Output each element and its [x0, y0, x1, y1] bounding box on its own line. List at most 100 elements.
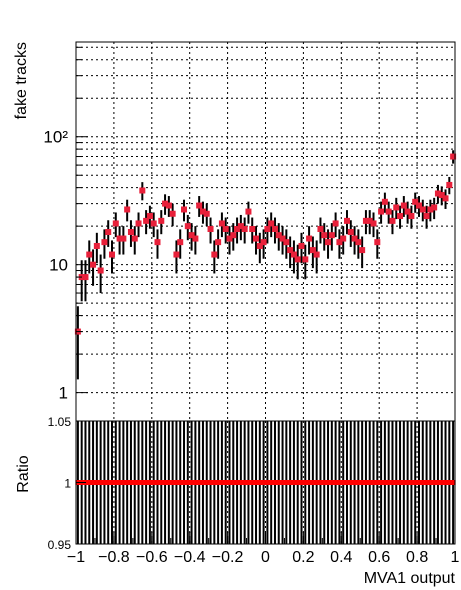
ratio-data-point [253, 480, 259, 485]
ratio-data-point [264, 480, 270, 485]
main-data-point [397, 213, 404, 220]
ratio-data-point [147, 480, 153, 485]
ratio-data-point [405, 480, 411, 485]
main-data-point [162, 200, 169, 207]
ratio-data-point [367, 480, 373, 485]
main-data-point [241, 226, 248, 233]
ratio-data-point [450, 480, 456, 485]
ratio-data-point [86, 480, 92, 485]
ratio-data-point [389, 480, 395, 485]
ratio-data-point [416, 480, 422, 485]
main-data-point [419, 206, 426, 213]
ratio-data-point [109, 480, 115, 485]
xtick-label: 1 [451, 549, 460, 566]
main-data-point [302, 256, 309, 263]
main-data-point [218, 220, 225, 227]
main-data-point [271, 226, 278, 233]
ratio-data-point [393, 480, 399, 485]
ratio-data-point [196, 480, 202, 485]
main-data-point [139, 187, 146, 194]
ratio-data-point [424, 480, 430, 485]
ratio-data-point [211, 480, 217, 485]
main-data-point [343, 217, 350, 224]
ratio-data-point [329, 480, 335, 485]
ratio-data-point [98, 480, 104, 485]
ratio-data-point [283, 480, 289, 485]
ratio-data-point [280, 480, 286, 485]
main-data-point [450, 153, 457, 160]
main-data-point [446, 181, 453, 188]
ratio-data-point [431, 480, 437, 485]
main-data-point [309, 247, 316, 254]
main-data-point [370, 220, 377, 227]
ratio-data-point [90, 480, 96, 485]
main-data-point [408, 213, 415, 220]
ratio-data-point [242, 480, 248, 485]
xtick-label: −0.4 [174, 549, 206, 566]
main-data-point [306, 235, 313, 242]
ratio-data-point [302, 480, 308, 485]
main-data-point [359, 247, 366, 254]
xtick-label: −1 [67, 549, 85, 566]
main-data-point [150, 220, 157, 227]
ratio-data-point [143, 480, 149, 485]
ratio-data-point [276, 480, 282, 485]
main-data-point [116, 235, 123, 242]
ratio-data-point [359, 480, 365, 485]
main-data-point [124, 206, 131, 213]
main-data-point [381, 198, 388, 205]
ratio-data-point [177, 480, 183, 485]
main-data-point [378, 208, 385, 215]
ratio-data-point [420, 480, 426, 485]
ratio-data-point [344, 480, 350, 485]
main-data-point [385, 208, 392, 215]
ratio-data-point [166, 480, 172, 485]
ratio-data-point [132, 480, 138, 485]
main-data-point [165, 202, 172, 209]
ratio-data-point [223, 480, 229, 485]
ratio-data-point [226, 480, 232, 485]
ratio-data-point [397, 480, 403, 485]
main-data-point [97, 267, 104, 274]
ratio-data-point [249, 480, 255, 485]
xtick-label: −0.8 [98, 549, 130, 566]
ratio-data-point [268, 480, 274, 485]
main-data-point [169, 210, 176, 217]
main-data-point [245, 208, 252, 215]
main-data-point [173, 251, 180, 258]
main-data-point [351, 235, 358, 242]
ratio-data-point [306, 480, 312, 485]
ratio-data-point [120, 480, 126, 485]
ratio-data-point [435, 480, 441, 485]
main-data-point [434, 190, 441, 197]
main-data-point [256, 242, 263, 249]
main-data-point [226, 235, 233, 242]
ratio-data-point [136, 480, 142, 485]
ratio-data-point [257, 480, 263, 485]
ratio-data-point [94, 480, 100, 485]
ratio-data-point [101, 480, 107, 485]
main-data-point [207, 226, 214, 233]
main-data-point [431, 204, 438, 211]
main-data-point [234, 226, 241, 233]
ratio-data-point [291, 480, 297, 485]
ratio-data-point [355, 480, 361, 485]
ratio-data-point [261, 480, 267, 485]
main-data-point [196, 202, 203, 209]
main-data-point [362, 217, 369, 224]
main-data-point [211, 251, 218, 258]
ratio-data-point [317, 480, 323, 485]
ratio-data-point [234, 480, 240, 485]
ratio-data-point [154, 480, 160, 485]
ratio-data-point [401, 480, 407, 485]
xtick-label: 0.2 [292, 549, 314, 566]
main-markers [74, 153, 457, 335]
main-data-point [230, 232, 237, 239]
ratio-data-point [117, 480, 123, 485]
ratio-data-point [245, 480, 251, 485]
main-grid [76, 42, 455, 421]
main-data-point [340, 235, 347, 242]
ratio-data-point [371, 480, 377, 485]
main-panel: 1 10 10² fake tracks [13, 41, 457, 422]
main-data-point [86, 251, 93, 258]
